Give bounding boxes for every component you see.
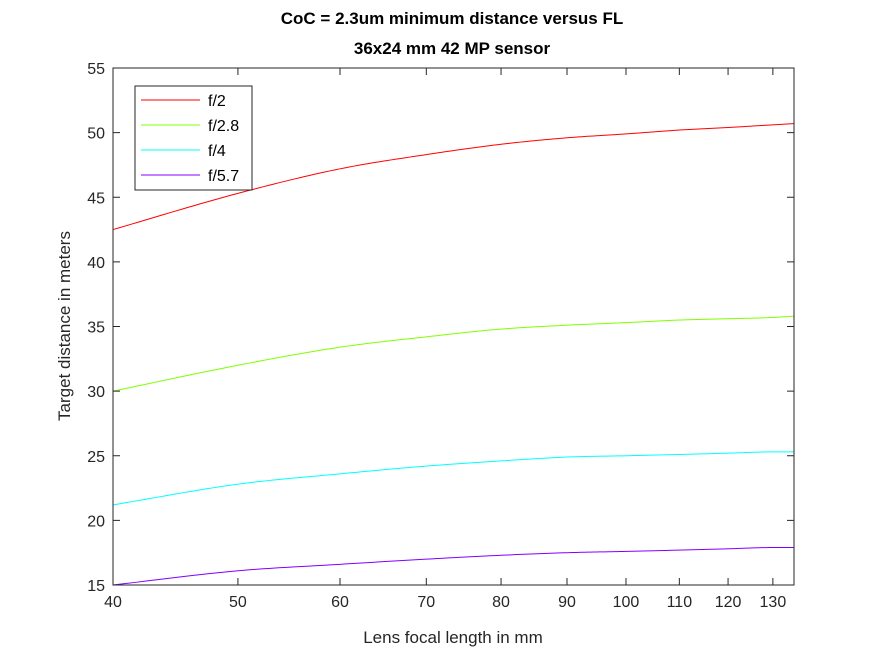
y-tick-label: 35 (87, 320, 105, 337)
x-tick-label: 110 (667, 594, 693, 611)
series-line-2 (112, 315, 795, 392)
legend-label: f/2.8 (208, 118, 239, 135)
series-line-4 (112, 547, 794, 586)
legend-label: f/4 (208, 143, 226, 160)
chart-title: CoC = 2.3um minimum distance versus FL (281, 9, 623, 28)
x-tick-label: 40 (104, 594, 122, 611)
y-axis-ticks: 15 20 25 30 35 40 45 50 55 (87, 61, 794, 595)
x-tick-label: 50 (229, 594, 247, 611)
x-axis-label: Lens focal length in mm (363, 628, 543, 647)
series-line-3 (112, 451, 794, 506)
y-axis-label: Target distance in meters (55, 231, 74, 421)
y-tick-label: 50 (87, 126, 105, 143)
series-line-1 (112, 123, 795, 231)
y-tick-label: 30 (87, 384, 105, 401)
y-tick-label: 45 (87, 190, 105, 207)
chart-subtitle: 36x24 mm 42 MP sensor (354, 39, 551, 58)
legend-label: f/2 (208, 93, 226, 110)
x-tick-label: 90 (558, 594, 576, 611)
y-tick-label: 20 (87, 513, 105, 530)
y-tick-label: 25 (87, 449, 105, 466)
series-layer (112, 123, 795, 586)
x-tick-label: 120 (715, 594, 742, 611)
legend-box (134, 85, 253, 191)
x-tick-label: 80 (492, 594, 510, 611)
x-tick-label: 100 (613, 594, 640, 611)
x-tick-label: 130 (760, 594, 787, 611)
y-tick-label: 40 (87, 255, 105, 272)
legend: f/2 f/2.8 f/4 f/5.7 (134, 85, 253, 191)
x-tick-label: 70 (417, 594, 435, 611)
x-axis-ticks: 40 50 60 70 80 90 100 110 120 130 (104, 68, 786, 611)
x-tick-label: 60 (331, 594, 349, 611)
legend-label: f/5.7 (208, 168, 239, 185)
y-tick-label: 55 (87, 61, 105, 78)
y-tick-label: 15 (87, 578, 105, 595)
